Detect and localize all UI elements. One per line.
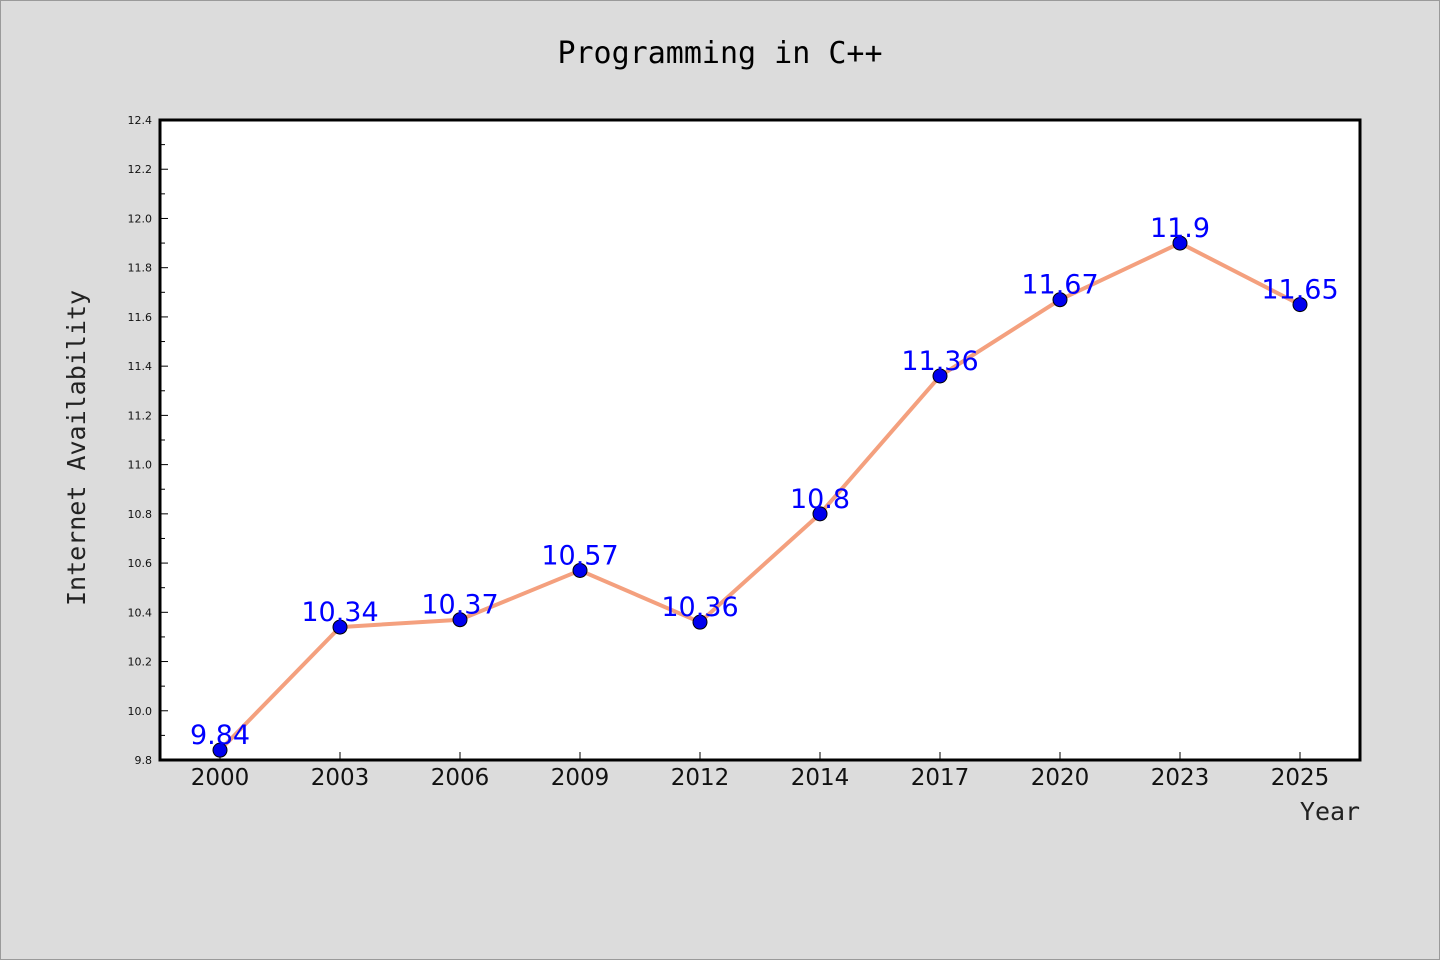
x-tick-label: 2025 [1271,765,1330,791]
data-label: 10.37 [421,590,498,621]
x-tick-label: 2000 [191,765,250,791]
x-tick-label: 2017 [911,765,970,791]
markers [212,235,1308,758]
data-label: 11.36 [901,346,978,377]
x-axis: 2000 2003 2006 2009 2012 2014 2017 2020 2023 2025 [191,752,1330,791]
data-label: 10.36 [661,592,738,623]
x-tick-label: 2023 [1151,765,1210,791]
y-tick-label: 12.4 [128,114,153,127]
data-label: 11.9 [1150,213,1210,244]
series-line [218,241,1301,752]
data-point [332,619,348,635]
data-label: 11.67 [1021,270,1098,301]
x-tick-label: 2009 [551,765,610,791]
data-point [1172,235,1188,251]
x-tick-label: 2020 [1031,765,1090,791]
y-tick-label: 10.8 [128,508,153,521]
y-tick-label: 11.4 [128,360,153,373]
chart-title: Programming in C++ [557,36,882,71]
plot-area [160,120,1360,760]
data-point [692,614,708,630]
data-label: 10.34 [301,597,378,628]
y-tick-label: 10.0 [128,705,153,718]
y-tick-label: 11.2 [128,409,153,422]
data-point [452,612,468,628]
x-tick-label: 2003 [311,765,370,791]
data-label: 10.57 [541,540,618,571]
data-label: 11.65 [1261,275,1338,306]
y-tick-label: 10.6 [128,557,153,570]
data-point [932,368,948,384]
y-tick-label: 11.8 [128,262,153,275]
y-tick-label: 10.2 [128,656,153,669]
y-tick-label: 11.0 [128,459,153,472]
x-tick-label: 2014 [791,765,850,791]
y-tick-label: 11.6 [128,311,153,324]
y-tick-label: 12.0 [128,212,153,225]
x-tick-label: 2012 [671,765,730,791]
y-tick-label: 12.2 [128,163,153,176]
data-point [812,506,828,522]
data-label: 9.84 [190,720,250,751]
data-label: 10.8 [790,484,850,515]
plot-border [158,118,1362,762]
x-axis-label: Year [1300,797,1360,826]
data-labels: 9.84 10.34 10.37 10.57 10.36 10.8 11.36 11.67 11… [190,213,1339,751]
x-tick-label: 2006 [431,765,490,791]
data-point [1292,297,1308,313]
y-axis-label: Internet Availability [62,290,91,606]
data-point [1052,292,1068,308]
data-point [212,742,228,758]
y-tick-label: 10.4 [128,606,153,619]
y-tick-label: 9.8 [135,754,153,767]
data-point [572,562,588,578]
